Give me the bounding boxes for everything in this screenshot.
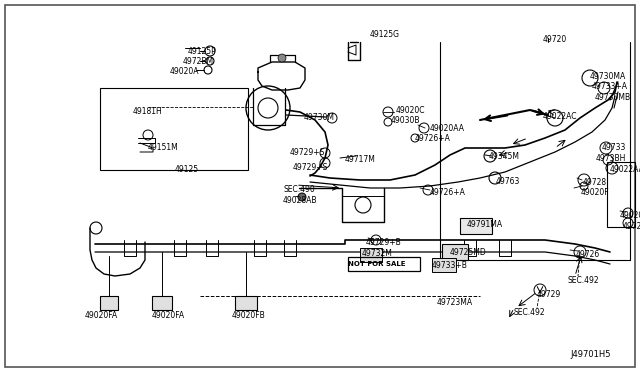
Text: 49020A: 49020A bbox=[170, 67, 200, 76]
Text: 49729: 49729 bbox=[537, 290, 561, 299]
Text: 49020FA: 49020FA bbox=[152, 311, 185, 320]
Text: 49725MD: 49725MD bbox=[450, 248, 487, 257]
Text: 49763: 49763 bbox=[496, 177, 520, 186]
Bar bbox=[100, 88, 248, 170]
Text: 49020AA: 49020AA bbox=[430, 124, 465, 133]
Text: 49728: 49728 bbox=[583, 178, 607, 187]
Text: 49717M: 49717M bbox=[345, 155, 376, 164]
Text: 49791MA: 49791MA bbox=[467, 220, 503, 229]
Text: 49345M: 49345M bbox=[489, 152, 520, 161]
Text: 49729+B: 49729+B bbox=[366, 238, 402, 247]
Text: 49020AB: 49020AB bbox=[620, 211, 640, 220]
Text: 49022AC: 49022AC bbox=[543, 112, 577, 121]
Text: 49020FB: 49020FB bbox=[232, 311, 266, 320]
Text: 49726+A: 49726+A bbox=[415, 134, 451, 143]
Text: 4972BM: 4972BM bbox=[183, 57, 214, 66]
Text: 49020FA: 49020FA bbox=[85, 311, 118, 320]
Text: 49181H: 49181H bbox=[133, 107, 163, 116]
Bar bbox=[460, 218, 492, 234]
Text: SEC.492: SEC.492 bbox=[513, 308, 545, 317]
Text: SEC.490: SEC.490 bbox=[283, 185, 315, 194]
Text: 49028AB: 49028AB bbox=[283, 196, 317, 205]
Text: 49730MA: 49730MA bbox=[590, 72, 627, 81]
Text: 49729+S: 49729+S bbox=[290, 148, 325, 157]
Text: SEC.492: SEC.492 bbox=[568, 276, 600, 285]
Bar bbox=[100, 296, 118, 310]
Text: 49733: 49733 bbox=[602, 143, 627, 152]
Text: 49125P: 49125P bbox=[188, 47, 217, 56]
Text: 49730M: 49730M bbox=[304, 113, 335, 122]
Circle shape bbox=[278, 54, 286, 62]
Text: 49151M: 49151M bbox=[148, 143, 179, 152]
Text: 49733+A: 49733+A bbox=[592, 82, 628, 91]
Text: 49726+A: 49726+A bbox=[430, 188, 466, 197]
Text: J49701H5: J49701H5 bbox=[570, 350, 611, 359]
Text: 49732M: 49732M bbox=[362, 249, 393, 258]
Bar bbox=[235, 296, 257, 310]
Text: 49022AA: 49022AA bbox=[610, 165, 640, 174]
Text: 49726: 49726 bbox=[576, 250, 600, 259]
Text: 4973BH: 4973BH bbox=[596, 154, 627, 163]
Bar bbox=[607, 162, 635, 227]
Bar bbox=[432, 258, 456, 272]
Text: 49125G: 49125G bbox=[370, 30, 400, 39]
Bar bbox=[442, 244, 468, 260]
Text: 49730MB: 49730MB bbox=[595, 93, 631, 102]
Bar bbox=[360, 248, 382, 262]
Bar bbox=[152, 296, 172, 310]
Text: 49723MA: 49723MA bbox=[437, 298, 473, 307]
Text: 49726: 49726 bbox=[623, 222, 640, 231]
Text: 49733+B: 49733+B bbox=[432, 261, 468, 270]
Text: 49020F: 49020F bbox=[581, 188, 610, 197]
Text: 49720: 49720 bbox=[543, 35, 567, 44]
Bar bbox=[348, 257, 420, 271]
Circle shape bbox=[298, 193, 306, 201]
Text: 49020C: 49020C bbox=[396, 106, 426, 115]
Text: 49729+S: 49729+S bbox=[293, 163, 328, 172]
Text: 49125: 49125 bbox=[175, 165, 199, 174]
Text: 49030B: 49030B bbox=[391, 116, 420, 125]
Text: NOT FOR SALE: NOT FOR SALE bbox=[348, 261, 406, 267]
